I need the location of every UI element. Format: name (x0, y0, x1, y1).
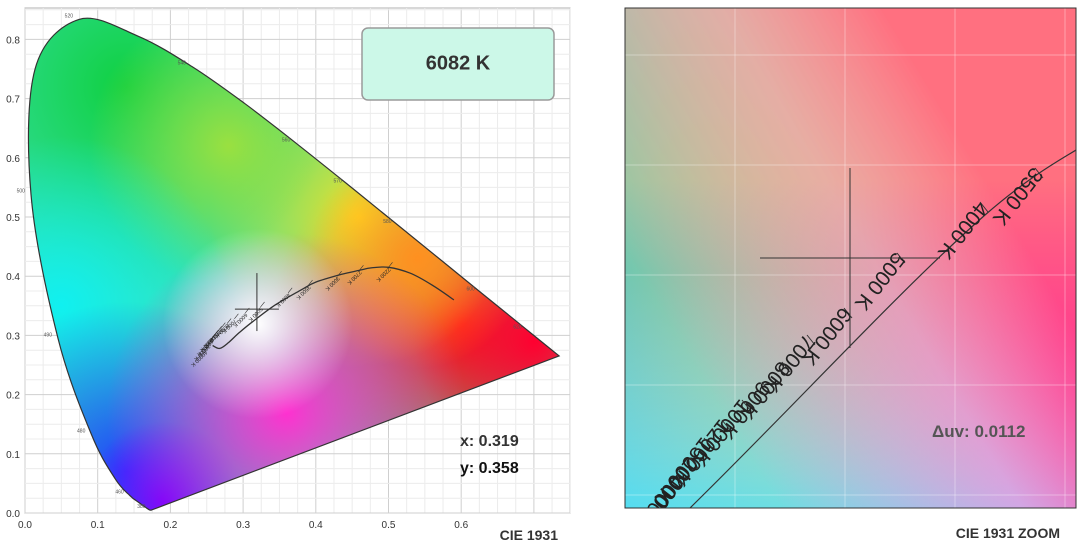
wavelength-label: 490 (44, 332, 53, 338)
y-tick-label: 0.5 (6, 213, 20, 224)
cct-tick (388, 262, 393, 268)
zoom-cct-tick (1034, 167, 1044, 179)
wavelength-label: 480 (77, 428, 86, 434)
cct-tick (221, 322, 226, 328)
wavelength-label: 560 (282, 137, 291, 143)
cct-tick (217, 326, 222, 332)
zoom-grid (625, 8, 1076, 508)
cct-tick (308, 279, 313, 286)
cct-readout-box (361, 27, 555, 101)
cct-tick (337, 271, 342, 277)
y-tick-label: 0.0 (6, 509, 20, 520)
zoom-cct-tick (761, 381, 771, 393)
duv-readout: Δuv: 0.0112 (932, 422, 1026, 441)
wavelength-label: 500 (17, 188, 26, 194)
y-tick-label: 0.4 (6, 272, 20, 283)
cct-tick (207, 339, 213, 345)
x-tick-label: 0.6 (454, 520, 468, 531)
cct-tick (210, 334, 216, 340)
wavelength-label: 600 (466, 286, 475, 292)
wavelength-label: 580 (383, 219, 392, 225)
y-readout: y: 0.358 (460, 460, 519, 477)
zoom-cct-tick (675, 474, 685, 486)
x-tick-label: 0.1 (91, 520, 105, 531)
wavelength-label: 460 (115, 489, 124, 495)
x-tick-label: 0.4 (309, 520, 323, 531)
wavelength-label: 520 (65, 13, 74, 19)
x-tick-label: 0.0 (18, 520, 32, 531)
cct-tick (260, 301, 265, 308)
zoom-cct-tick (689, 457, 699, 469)
x-tick-label: 0.2 (163, 520, 177, 531)
wavelength-label: 540 (178, 60, 187, 66)
zoom-locus-curve (689, 149, 1076, 508)
cct-tick (359, 265, 364, 271)
wavelength-label: 380 (137, 504, 146, 510)
y-axis-ticks: 0.0 0.1 0.2 0.3 0.4 0.5 0.6 0.7 0.8 (6, 35, 20, 520)
spectral-locus (27, 17, 561, 511)
y-tick-label: 0.1 (6, 450, 20, 461)
zoom-cct-tick (703, 437, 713, 449)
cct-readout-text: 6082 K (426, 52, 491, 74)
cct-tick (287, 287, 293, 293)
cct-tick (213, 330, 219, 336)
y-tick-label: 0.2 (6, 391, 20, 402)
cct-tick (205, 345, 210, 351)
wavelength-labels: 380 460 480 490 500 520 540 560 570 580 600 620 (17, 13, 522, 510)
x-tick-label: 0.3 (236, 520, 250, 531)
x-tick-label: 0.5 (382, 520, 396, 531)
zoom-planckian-locus (689, 149, 1076, 508)
cct-readout: 6082 K (361, 27, 555, 101)
zoom-cct-tick (979, 201, 989, 213)
cct-tick (226, 318, 232, 324)
y-tick-label: 0.6 (6, 154, 20, 165)
zoom-cct-tick (843, 307, 853, 319)
wavelength-label: 620 (513, 324, 522, 330)
x-readout: x: 0.319 (460, 433, 519, 450)
wavelength-label: 570 (334, 179, 343, 185)
zoom-cct-tick (806, 334, 816, 346)
chart-title: CIE 1931 (500, 527, 559, 543)
measurement-crosshair (234, 273, 279, 332)
planckian-locus (212, 266, 455, 350)
zoom-crosshair (760, 168, 940, 348)
y-tick-label: 0.7 (6, 95, 20, 106)
zoom-cct-tick (781, 361, 791, 373)
zoom-frame (624, 7, 1077, 509)
zoom-cct-tick (721, 419, 731, 431)
cct-tick (234, 313, 239, 320)
zoom-chart-title: CIE 1931 ZOOM (956, 525, 1060, 541)
y-tick-label: 0.3 (6, 331, 20, 342)
zoom-cct-tick (741, 399, 751, 411)
x-axis-ticks: 0.0 0.1 0.2 0.3 0.4 0.5 0.6 (18, 520, 469, 531)
y-tick-label: 0.8 (6, 35, 20, 46)
